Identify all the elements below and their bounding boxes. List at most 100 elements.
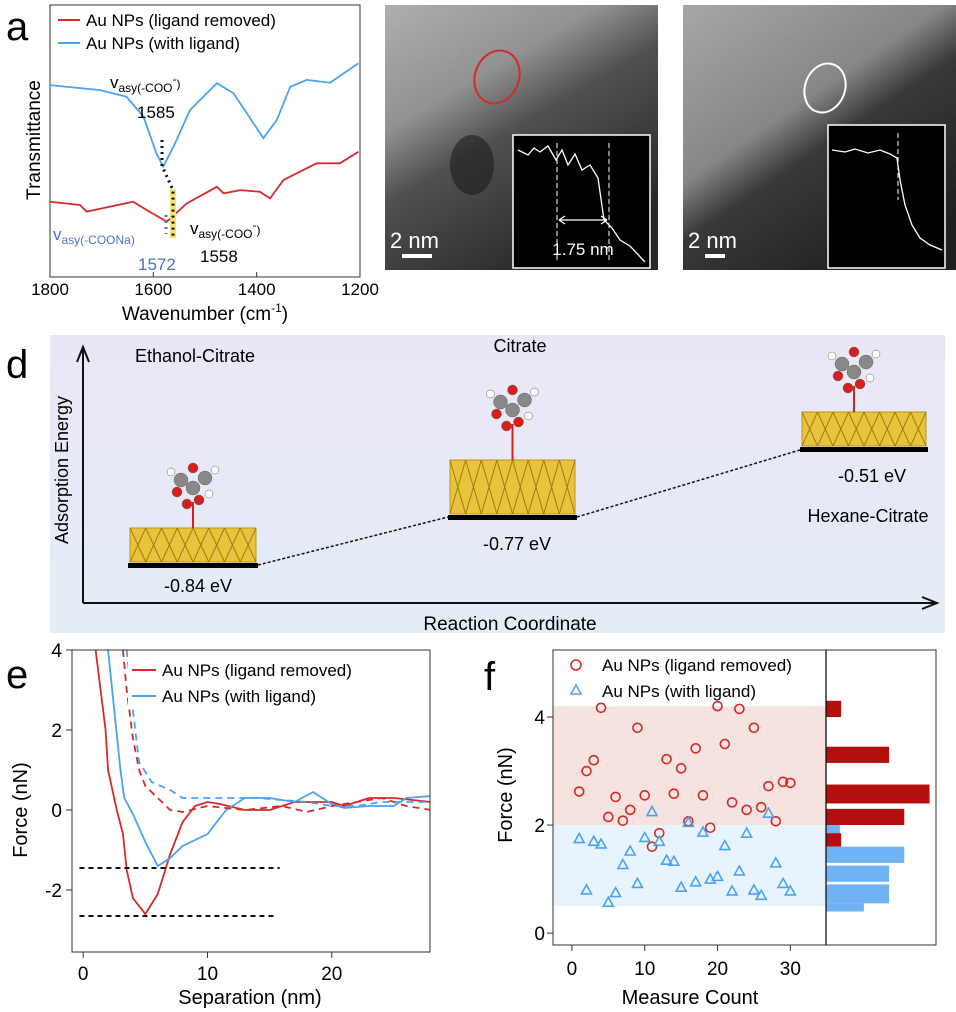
lattice-bond bbox=[145, 527, 162, 563]
data-point-circle bbox=[719, 738, 731, 750]
data-point-circle bbox=[668, 788, 680, 800]
histogram-bar bbox=[826, 808, 905, 826]
legend-marker-triangle bbox=[569, 683, 583, 695]
histogram-bar bbox=[826, 700, 842, 717]
force-curve-2 bbox=[122, 650, 430, 813]
atom bbox=[491, 408, 502, 420]
data-point-triangle bbox=[783, 884, 797, 896]
spectrum-line-0 bbox=[49, 150, 359, 223]
x-tick-label: 20 bbox=[321, 964, 342, 985]
force-curve-0 bbox=[94, 650, 430, 916]
data-point-triangle bbox=[631, 876, 644, 889]
data-point-circle bbox=[704, 822, 716, 834]
data-point-triangle bbox=[733, 864, 746, 876]
atom bbox=[513, 416, 524, 428]
histogram-bar bbox=[826, 833, 842, 847]
scale-bar bbox=[402, 254, 432, 258]
y-tick-label: 2 bbox=[534, 816, 545, 837]
histogram-bar bbox=[826, 746, 890, 763]
data-point-triangle bbox=[740, 826, 754, 838]
x-tick-label: 10 bbox=[197, 964, 218, 985]
data-point-circle bbox=[763, 780, 774, 792]
x-tick-label: 30 bbox=[780, 959, 801, 980]
plot-frame bbox=[552, 649, 937, 946]
data-point-triangle bbox=[725, 884, 739, 896]
gold-slab bbox=[449, 459, 576, 515]
y-tick-label: 4 bbox=[51, 641, 62, 662]
x-tick-label: 20 bbox=[707, 959, 728, 980]
data-point-triangle bbox=[776, 876, 790, 889]
atom bbox=[193, 494, 205, 506]
data-point-triangle bbox=[754, 888, 768, 901]
atom bbox=[827, 351, 837, 361]
inset-profile-box bbox=[827, 124, 946, 269]
data-point-triangle bbox=[674, 880, 688, 892]
level-name: Hexane-Citrate bbox=[807, 506, 928, 526]
panel-label-a: a bbox=[6, 5, 29, 49]
y-tick-label: 0 bbox=[51, 801, 62, 822]
x-axis-label: Wavenumber (cm-1) bbox=[122, 301, 288, 325]
lattice-bond bbox=[801, 411, 818, 447]
lattice-bond bbox=[129, 527, 147, 563]
y-axis-arrow bbox=[76, 344, 90, 603]
annotation-value: 1558 bbox=[200, 247, 238, 266]
x-tick-label: 10 bbox=[634, 959, 655, 980]
data-point-circle bbox=[734, 703, 745, 715]
y-tick-label: -2 bbox=[45, 881, 62, 902]
x-tick-label: 0 bbox=[78, 964, 89, 985]
data-point-circle bbox=[726, 797, 738, 808]
plot-frame bbox=[71, 649, 431, 953]
x-axis-label: Measure Count bbox=[622, 987, 759, 1009]
data-point-triangle bbox=[638, 830, 652, 843]
level-energy: -0.84 eV bbox=[164, 576, 232, 596]
y-axis-label: Transmittance bbox=[24, 80, 45, 200]
lattice-bond bbox=[208, 527, 225, 563]
x-axis-label: Separation (nm) bbox=[178, 987, 321, 1009]
energy-level-bar bbox=[800, 447, 928, 452]
adsorption-energy-diagram: Adsorption Energy Reaction Coordinate Et… bbox=[50, 335, 945, 635]
lattice-bond bbox=[449, 459, 467, 515]
connector-line bbox=[257, 516, 449, 566]
lattice-bond bbox=[894, 411, 911, 447]
lattice-bond bbox=[480, 459, 498, 515]
lattice-bond bbox=[465, 459, 482, 515]
force-scatter-chart: 0 10 20 30 0 2 4 Au NPs (ligand removed) Au NP… bbox=[495, 649, 937, 1009]
data-point-circle bbox=[697, 790, 709, 801]
atom bbox=[848, 346, 860, 358]
scale-bar bbox=[705, 254, 725, 258]
lattice-bond bbox=[496, 459, 513, 515]
data-point-circle bbox=[755, 801, 767, 813]
annotation-coo-2: vasy(-COO-) bbox=[190, 218, 261, 241]
data-point-circle bbox=[661, 753, 672, 765]
level-name: Citrate bbox=[493, 336, 546, 356]
atom bbox=[493, 394, 508, 410]
legend-label: Au NPs (with ligand) bbox=[602, 682, 756, 701]
data-point-circle bbox=[632, 722, 643, 734]
atom bbox=[171, 486, 183, 498]
lattice-bond bbox=[558, 459, 576, 515]
data-point-circle bbox=[639, 790, 651, 801]
annotation-value: 1585 bbox=[137, 103, 175, 122]
data-point-triangle bbox=[594, 837, 608, 849]
level-energy: -0.77 eV bbox=[483, 534, 551, 554]
line-profile bbox=[517, 145, 646, 263]
data-point-triangle bbox=[587, 834, 601, 847]
data-point-triangle bbox=[718, 838, 732, 851]
data-point-triangle bbox=[711, 869, 724, 882]
data-point-circle bbox=[581, 765, 592, 777]
inset-profile-box bbox=[512, 134, 651, 269]
dark-spot bbox=[450, 135, 494, 195]
data-point-triangle bbox=[601, 895, 615, 908]
atom bbox=[173, 472, 189, 488]
data-point-circle bbox=[770, 815, 782, 827]
level-energy: -0.51 eV bbox=[838, 466, 906, 486]
level-name: Ethanol-Citrate bbox=[135, 346, 255, 366]
data-point-triangle bbox=[652, 834, 666, 847]
legend-label: Au NPs (ligand removed) bbox=[162, 661, 352, 680]
lattice-bond bbox=[512, 459, 529, 515]
data-point-triangle bbox=[696, 825, 710, 837]
atom bbox=[524, 411, 533, 421]
spectrum-line-1 bbox=[49, 62, 359, 169]
